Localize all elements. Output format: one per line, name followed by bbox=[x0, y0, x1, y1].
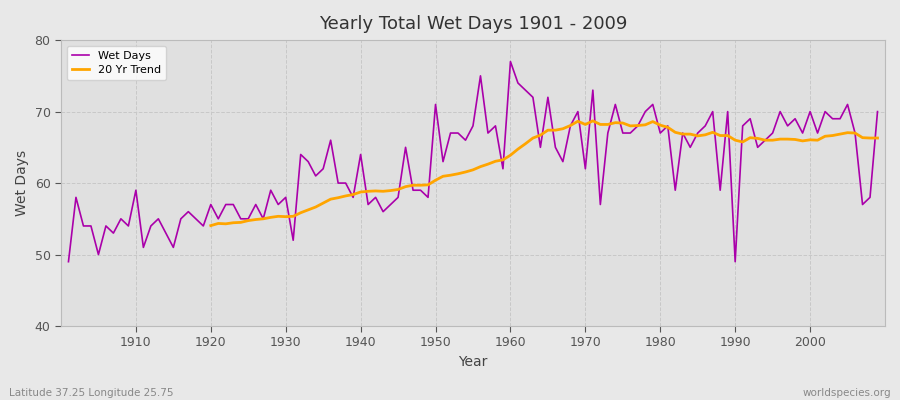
20 Yr Trend bbox=[767, 138, 778, 142]
Title: Yearly Total Wet Days 1901 - 2009: Yearly Total Wet Days 1901 - 2009 bbox=[319, 15, 627, 33]
20 Yr Trend bbox=[872, 136, 883, 140]
X-axis label: Year: Year bbox=[458, 355, 488, 369]
Wet Days bbox=[505, 59, 516, 64]
Wet Days bbox=[333, 181, 344, 186]
Text: worldspecies.org: worldspecies.org bbox=[803, 388, 891, 398]
Wet Days bbox=[872, 109, 883, 114]
20 Yr Trend bbox=[850, 131, 860, 136]
20 Yr Trend bbox=[782, 137, 793, 142]
Y-axis label: Wet Days: Wet Days bbox=[15, 150, 29, 216]
Legend: Wet Days, 20 Yr Trend: Wet Days, 20 Yr Trend bbox=[67, 46, 166, 80]
Wet Days bbox=[512, 80, 523, 85]
Line: Wet Days: Wet Days bbox=[68, 62, 878, 262]
20 Yr Trend bbox=[408, 183, 418, 188]
Text: Latitude 37.25 Longitude 25.75: Latitude 37.25 Longitude 25.75 bbox=[9, 388, 174, 398]
Wet Days bbox=[498, 166, 508, 171]
Line: 20 Yr Trend: 20 Yr Trend bbox=[211, 121, 878, 226]
20 Yr Trend bbox=[588, 118, 598, 123]
20 Yr Trend bbox=[205, 223, 216, 228]
Wet Days bbox=[602, 131, 613, 136]
Wet Days bbox=[63, 259, 74, 264]
20 Yr Trend bbox=[678, 132, 688, 136]
Wet Days bbox=[123, 224, 134, 228]
Wet Days bbox=[288, 238, 299, 243]
20 Yr Trend bbox=[295, 210, 306, 215]
